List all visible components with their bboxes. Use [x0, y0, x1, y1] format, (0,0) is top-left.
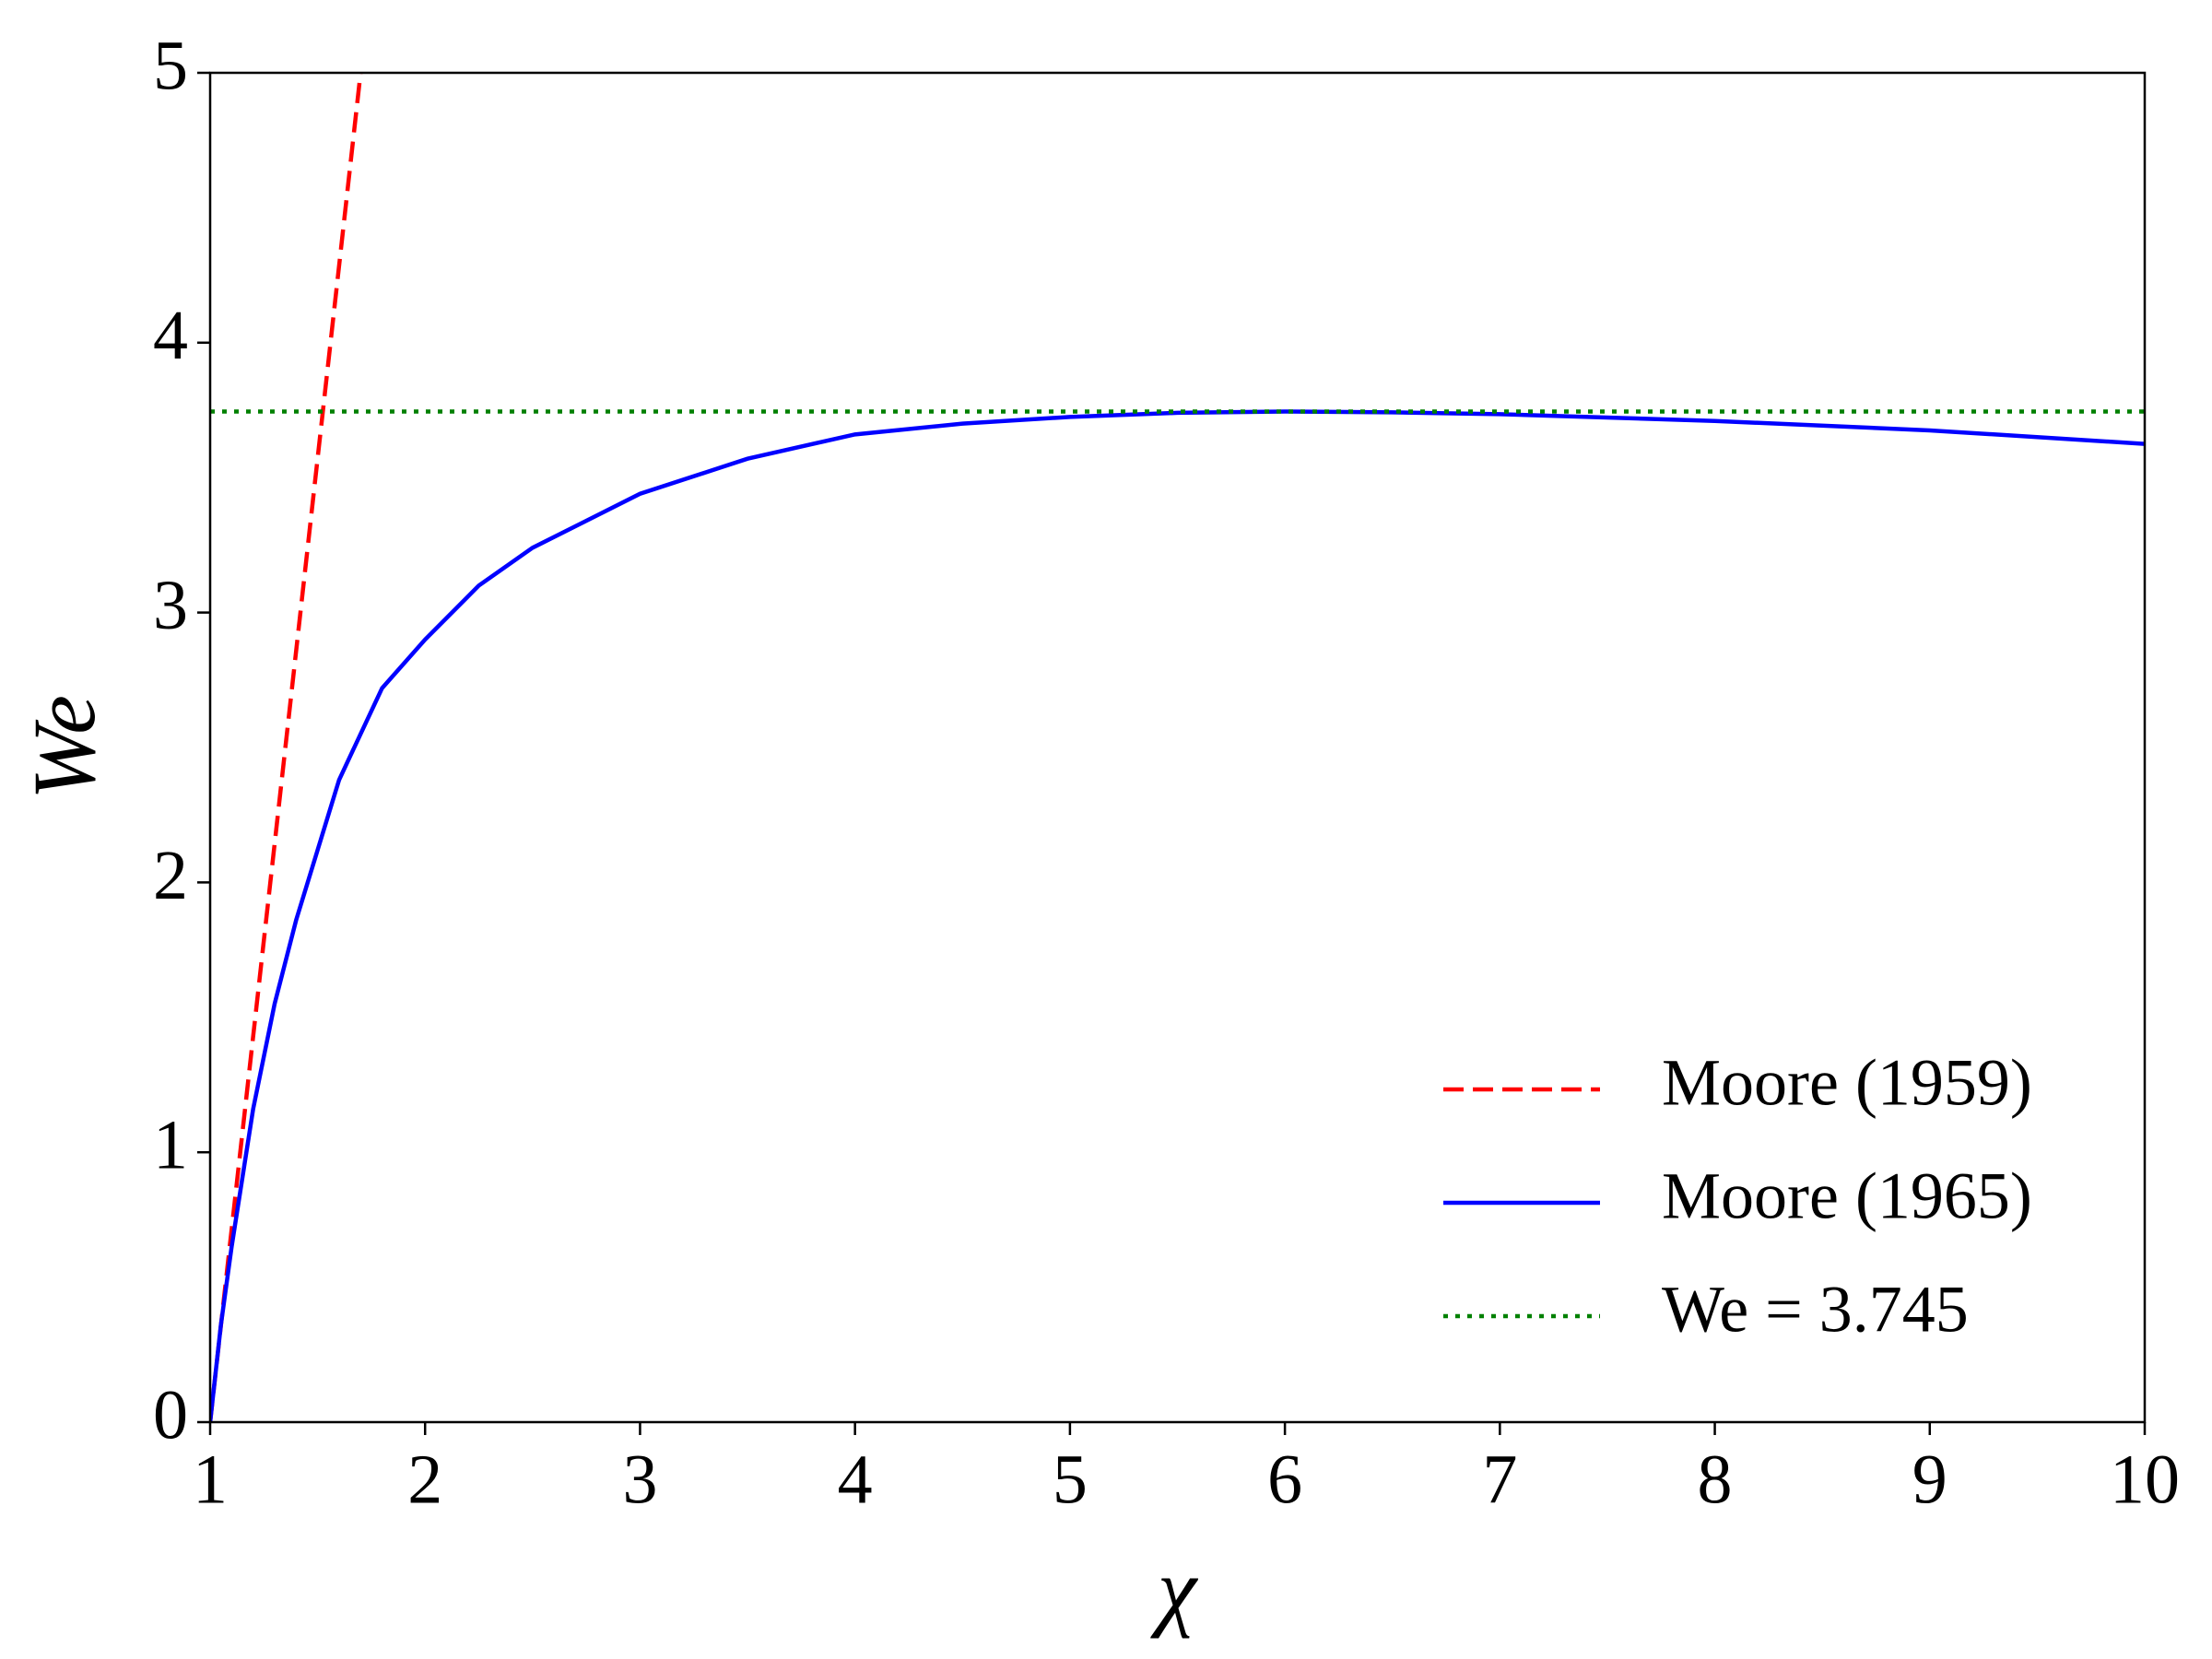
legend-label: We = 3.745 — [1662, 1273, 1969, 1347]
plot-frame — [208, 71, 2147, 1424]
series-line — [210, 73, 363, 1422]
y-tick-label: 3 — [153, 567, 188, 644]
x-tick-label: 6 — [1267, 1441, 1302, 1518]
x-tick-label: 5 — [1053, 1441, 1088, 1518]
y-axis-label: We — [15, 695, 113, 800]
x-tick-label: 3 — [622, 1441, 657, 1518]
y-tick-label: 0 — [153, 1376, 188, 1453]
x-tick-label: 10 — [2110, 1441, 2180, 1518]
series-line — [210, 409, 2145, 1422]
x-tick-label: 1 — [193, 1441, 228, 1518]
legend-label: Moore (1965) — [1662, 1159, 2032, 1233]
x-tick-label: 7 — [1482, 1441, 1517, 1518]
x-axis-label: χ — [1150, 1540, 1199, 1639]
y-tick-label: 4 — [153, 297, 188, 374]
y-tick-label: 5 — [153, 27, 188, 104]
x-tick-label: 9 — [1912, 1441, 1947, 1518]
y-tick-label: 1 — [153, 1107, 188, 1184]
x-tick-label: 8 — [1698, 1441, 1733, 1518]
x-tick-label: 2 — [407, 1441, 442, 1518]
x-tick-label: 4 — [838, 1441, 873, 1518]
y-tick-label: 2 — [153, 837, 188, 914]
legend-label: Moore (1959) — [1662, 1046, 2032, 1120]
